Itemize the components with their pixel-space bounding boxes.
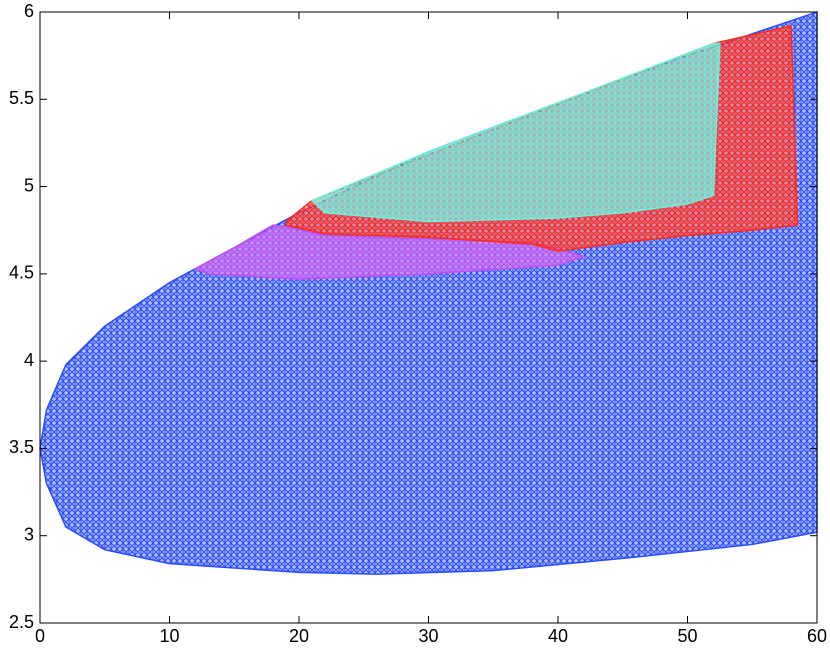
x-tick-label: 40 — [548, 626, 568, 646]
y-tick-label: 5.5 — [9, 88, 34, 108]
marker-region — [310, 42, 721, 223]
y-tick-label: 2.5 — [9, 612, 34, 632]
x-tick-label: 50 — [677, 626, 697, 646]
y-tick-label: 4 — [24, 350, 34, 370]
x-tick-label: 0 — [35, 626, 45, 646]
y-tick-label: 5 — [24, 175, 34, 195]
x-tick-label: 20 — [289, 626, 309, 646]
x-tick-label: 30 — [418, 626, 438, 646]
y-tick-label: 3 — [24, 524, 34, 544]
y-tick-label: 4.5 — [9, 263, 34, 283]
y-tick-label: 6 — [24, 1, 34, 21]
x-tick-label: 60 — [807, 626, 827, 646]
y-tick-label: 3.5 — [9, 437, 34, 457]
x-tick-label: 10 — [159, 626, 179, 646]
